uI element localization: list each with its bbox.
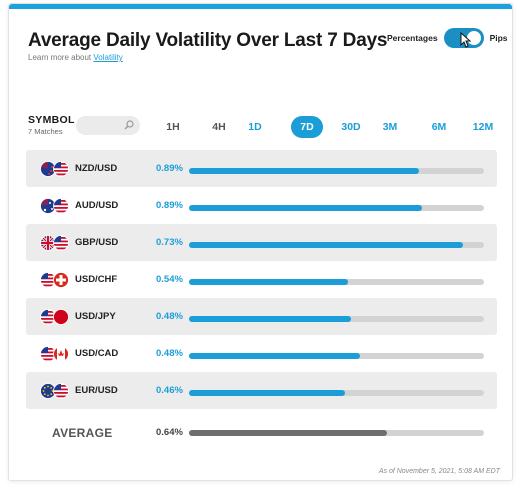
pct-value: 0.89% — [156, 163, 183, 174]
pair-label: AUD/USD — [75, 200, 119, 211]
tab-1h[interactable]: 1H — [166, 121, 180, 133]
timeframe-tabs: 1H 4H 1D 7D 30D 3M 6M 12M — [9, 116, 512, 138]
volatility-bar-track — [189, 242, 484, 248]
average-bar-fill — [189, 430, 387, 436]
pct-value: 0.46% — [156, 385, 183, 396]
volatility-card: Average Daily Volatility Over Last 7 Day… — [8, 3, 513, 481]
volatility-bar-fill — [189, 279, 349, 285]
page-title: Average Daily Volatility Over Last 7 Day… — [28, 30, 388, 51]
pct-value: 0.48% — [156, 311, 183, 322]
pair-label: USD/CHF — [75, 274, 118, 285]
tab-7d[interactable]: 7D — [291, 116, 323, 138]
average-row: AVERAGE 0.64% — [26, 421, 497, 445]
volatility-bar-fill — [189, 390, 346, 396]
pct-value: 0.73% — [156, 237, 183, 248]
tab-4h[interactable]: 4H — [212, 121, 226, 133]
pips-label[interactable]: Pips — [489, 33, 508, 43]
list-item-aud-usd[interactable]: AUD/USD 0.89% — [26, 187, 497, 224]
list-item-eur-usd[interactable]: EUR/USD 0.46% — [26, 372, 497, 409]
volatility-bar-track — [189, 353, 484, 359]
tab-12m[interactable]: 12M — [472, 121, 494, 133]
volatility-bar-track — [189, 168, 484, 174]
tab-30d[interactable]: 30D — [341, 121, 361, 133]
gbp-usd-flags-icon — [40, 235, 69, 251]
volatility-link[interactable]: Volatility — [93, 53, 123, 62]
symbol-header: SYMBOL 7 Matches — [28, 114, 75, 136]
volatility-bar-track — [189, 390, 484, 396]
pair-label: USD/CAD — [75, 348, 119, 359]
pair-label: NZD/USD — [75, 163, 118, 174]
matches-count: 7 Matches — [28, 127, 63, 136]
volatility-bar-fill — [189, 242, 464, 248]
volatility-bar-fill — [189, 168, 420, 174]
list-item-nzd-usd[interactable]: NZD/USD 0.89% — [26, 150, 497, 187]
as-of-timestamp: As of November 5, 2021, 5:08 AM EDT — [378, 468, 500, 475]
mouse-cursor-icon — [460, 31, 472, 51]
volatility-bar-fill — [189, 205, 423, 211]
eur-usd-flags-icon — [40, 383, 69, 399]
pair-label: GBP/USD — [75, 237, 119, 248]
pct-value: 0.89% — [156, 200, 183, 211]
symbol-search-input[interactable] — [76, 116, 140, 135]
average-pct-value: 0.64% — [156, 427, 183, 438]
usd-chf-flags-icon — [40, 272, 69, 288]
list-item-usd-cad[interactable]: USD/CAD 0.48% — [26, 335, 497, 372]
volatility-bar-fill — [189, 353, 361, 359]
usd-cad-flags-icon — [40, 346, 69, 362]
pct-value: 0.48% — [156, 348, 183, 359]
units-toggle-group: Percentages Pips — [387, 28, 508, 48]
average-label: AVERAGE — [52, 426, 113, 440]
pair-label: USD/JPY — [75, 311, 116, 322]
aud-usd-flags-icon — [40, 198, 69, 214]
pair-label: EUR/USD — [75, 385, 118, 396]
symbol-heading: SYMBOL — [28, 114, 75, 126]
list-item-gbp-usd[interactable]: GBP/USD 0.73% — [26, 224, 497, 261]
tab-1d[interactable]: 1D — [248, 121, 262, 133]
learn-more-text: Learn more about Volatility — [28, 53, 123, 62]
list-item-usd-jpy[interactable]: USD/JPY 0.48% — [26, 298, 497, 335]
volatility-list: NZD/USD 0.89% AUD/USD 0.89% GBP/USD 0.73… — [26, 150, 497, 409]
list-item-usd-chf[interactable]: USD/CHF 0.54% — [26, 261, 497, 298]
volatility-bar-track — [189, 205, 484, 211]
volatility-bar-fill — [189, 316, 352, 322]
learn-more-prefix: Learn more about — [28, 53, 92, 62]
volatility-bar-track — [189, 316, 484, 322]
volatility-bar-track — [189, 279, 484, 285]
search-icon — [124, 120, 134, 130]
accent-top-bar — [9, 4, 512, 9]
percentages-label[interactable]: Percentages — [387, 33, 438, 43]
tab-3m[interactable]: 3M — [382, 121, 398, 133]
usd-jpy-flags-icon — [40, 309, 69, 325]
average-bar-track — [189, 430, 484, 436]
tab-6m[interactable]: 6M — [431, 121, 447, 133]
nzd-usd-flags-icon — [40, 161, 69, 177]
pct-value: 0.54% — [156, 274, 183, 285]
